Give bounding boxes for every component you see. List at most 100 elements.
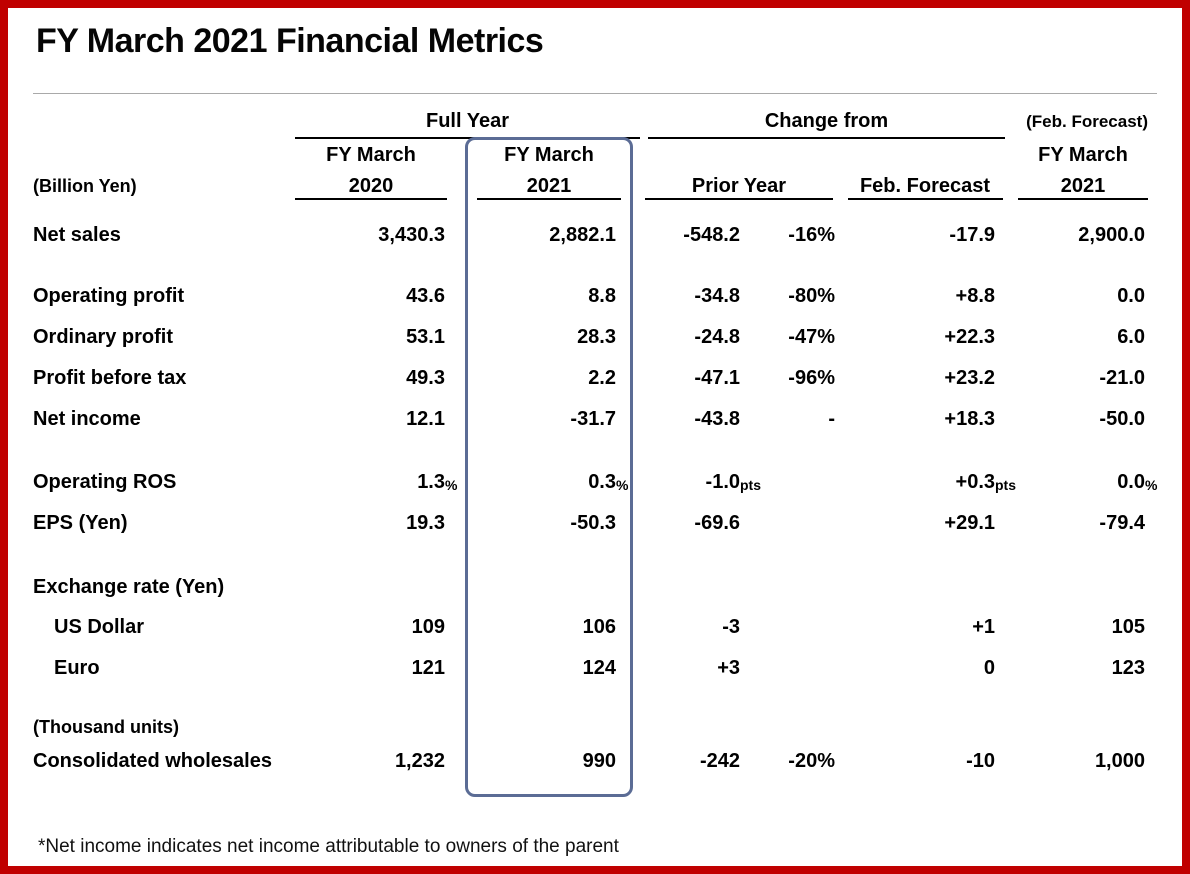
cell-fy2021: 8.8 (588, 285, 616, 307)
cell-change-feb: -17.9 (949, 224, 995, 246)
cell-fy2020: 49.3 (406, 367, 445, 389)
cell-change-feb: -10 (966, 750, 995, 772)
cell-fy2020: 1.3% (417, 471, 458, 493)
unit-suffix: % (616, 477, 629, 493)
cell-change-prior: -24.8 (694, 326, 740, 348)
row-label: Ordinary profit (33, 326, 174, 348)
unit-suffix: pts (740, 477, 761, 493)
fy2021-highlight-box (465, 137, 633, 797)
cell-fy2020: 43.6 (406, 285, 445, 307)
cell-forecast: 2,900.0 (1078, 224, 1145, 246)
cell-change-prior: -242 (699, 750, 740, 772)
cell-change-prior: -1.0 pts (705, 471, 761, 493)
cell-fy2021: -31.7 (570, 408, 616, 430)
row-label: Profit before tax (33, 367, 187, 389)
cell-forecast: 123 (1111, 657, 1145, 679)
cell-change-prior: -548.2 (683, 224, 740, 246)
cell-forecast: 0.0 (1117, 285, 1145, 307)
col-header-fy2020-line1: FY March (326, 144, 416, 166)
col-header-forecast-fy-line2: 2021 (1060, 175, 1106, 197)
change-from-underline (648, 137, 1005, 139)
col-header-prior-year: Prior Year (691, 175, 787, 197)
cell-fy2020: 12.1 (406, 408, 445, 430)
cell-change-prior-pct: - (828, 408, 835, 430)
cell-change-prior: -47.1 (694, 367, 740, 389)
feb-forecast-underline (848, 198, 1003, 200)
cell-fy2020: 53.1 (406, 326, 445, 348)
row-label: EPS (Yen) (33, 512, 128, 534)
cell-change-feb: +1 (972, 616, 995, 638)
row-label: Operating ROS (33, 471, 177, 493)
unit-label: (Billion Yen) (33, 176, 137, 196)
cell-change-prior-pct: -96% (788, 367, 835, 389)
cell-forecast: 6.0 (1117, 326, 1145, 348)
table-row-euro: Euro 121 124 +3 0 123 (33, 648, 1145, 689)
cell-forecast: 105 (1111, 616, 1145, 638)
cell-change-prior: -69.6 (694, 512, 740, 534)
cell-fy2021: 124 (582, 657, 616, 679)
cell-fy2020: 121 (411, 657, 445, 679)
cell-change-prior: -43.8 (694, 408, 740, 430)
page-title: FY March 2021 Financial Metrics (36, 22, 544, 60)
cell-fy2020: 3,430.3 (378, 224, 445, 246)
cell-fy2021: 2.2 (588, 367, 616, 389)
cell-change-prior-pct: -16% (788, 224, 835, 246)
cell-fy2021: 0.3% (588, 471, 629, 493)
cell-fy2020: 19.3 (406, 512, 445, 534)
cell-forecast: -79.4 (1099, 512, 1145, 534)
table-row-net-income: Net income 12.1 -31.7 -43.8 - +18.3 -50.… (33, 399, 1145, 440)
row-label: Consolidated wholesales (33, 750, 272, 772)
cell-change-prior: -34.8 (694, 285, 740, 307)
cell-fy2020: 109 (411, 616, 445, 638)
cell-change-feb: +18.3 (944, 408, 995, 430)
cell-change-feb: +22.3 (944, 326, 995, 348)
col-header-fy2021-line1: FY March (504, 144, 594, 166)
cell-change-feb: +23.2 (944, 367, 995, 389)
cell-change-prior: +3 (717, 657, 740, 679)
cell-fy2021: 106 (582, 616, 616, 638)
cell-change-feb: 0 (983, 657, 995, 679)
row-label: Net sales (33, 224, 121, 246)
row-label: Euro (54, 657, 100, 679)
group-header-full-year: Full Year (425, 110, 509, 132)
cell-forecast: 0.0% (1117, 471, 1158, 493)
table-row-us-dollar: US Dollar 109 106 -3 +1 105 (33, 607, 1145, 648)
table-row-profit-before-tax: Profit before tax 49.3 2.2 -47.1 -96% +2… (33, 358, 1145, 399)
footnote: *Net income indicates net income attribu… (38, 836, 619, 857)
full-year-underline (295, 137, 640, 139)
section-header-thousand-units: (Thousand units) (33, 717, 179, 737)
table-row-operating-ros: Operating ROS 1.3% 0.3% -1.0 pts +0.3 pts … (33, 462, 1158, 503)
row-label: Operating profit (33, 285, 185, 307)
cell-change-feb: +29.1 (944, 512, 995, 534)
fy2020-underline (295, 198, 447, 200)
cell-fy2021: 990 (582, 750, 616, 772)
cell-fy2021: -50.3 (570, 512, 616, 534)
prior-year-underline (645, 198, 833, 200)
cell-change-prior: -3 (722, 616, 740, 638)
row-label: Net income (33, 408, 141, 430)
table-row-operating-profit: Operating profit 43.6 8.8 -34.8 -80% +8.… (33, 276, 1145, 317)
cell-forecast: -21.0 (1099, 367, 1145, 389)
group-header-change-from: Change from (764, 110, 889, 132)
table-row-ordinary-profit: Ordinary profit 53.1 28.3 -24.8 -47% +22… (33, 317, 1145, 358)
forecast-fy-underline (1018, 198, 1148, 200)
col-header-fy2021-line2: 2021 (526, 175, 572, 197)
cell-fy2021: 2,882.1 (549, 224, 616, 246)
table-row-eps: EPS (Yen) 19.3 -50.3 -69.6 +29.1 -79.4 (33, 503, 1145, 544)
cell-fy2020: 1,232 (394, 750, 445, 772)
col-header-feb-forecast: Feb. Forecast (859, 175, 991, 197)
cell-change-feb: +0.3 pts (955, 471, 1016, 493)
unit-suffix: % (1145, 477, 1158, 493)
cell-fy2021: 28.3 (577, 326, 616, 348)
cell-change-feb: +8.8 (955, 285, 995, 307)
col-header-forecast-fy-line1: FY March (1038, 144, 1128, 166)
cell-forecast: 1,000 (1094, 750, 1145, 772)
cell-change-prior-pct: -47% (788, 326, 835, 348)
unit-suffix: % (445, 477, 458, 493)
feb-forecast-note: (Feb. Forecast) (1026, 112, 1148, 131)
unit-suffix: pts (995, 477, 1016, 493)
section-header-exchange-rate: Exchange rate (Yen) (33, 576, 225, 598)
cell-change-prior-pct: -20% (788, 750, 835, 772)
fy2021-underline (477, 198, 621, 200)
